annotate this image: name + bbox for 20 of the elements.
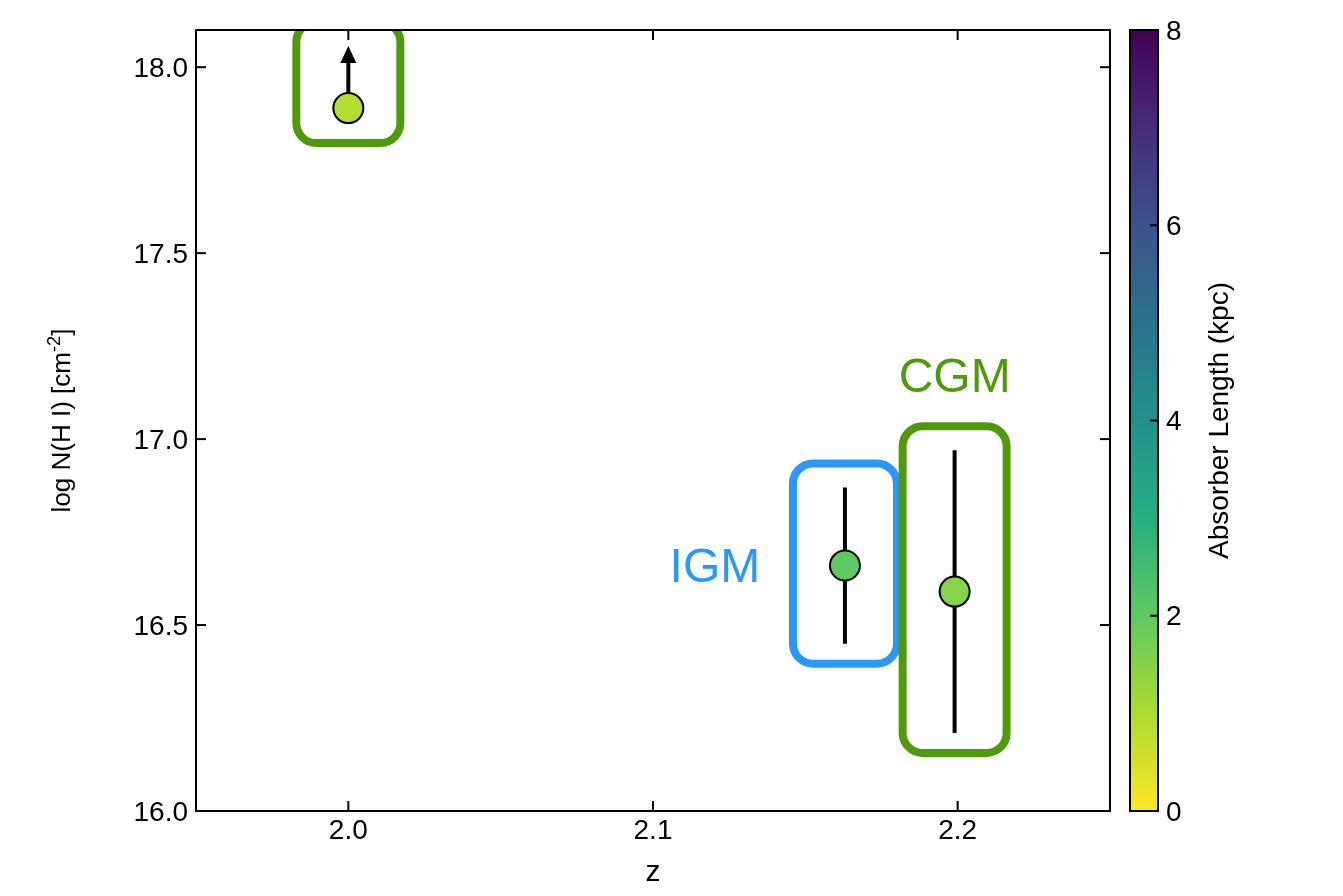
x-tick-label: 2.0 <box>328 813 368 845</box>
point <box>938 575 971 608</box>
x-axis-title: z <box>645 854 661 887</box>
color-bar-title: Absorber Length (kpc) <box>1203 281 1234 560</box>
y-tick-label: 17.5 <box>133 238 188 270</box>
color-bar-label: 4 <box>1166 405 1182 436</box>
color-bar-label: 6 <box>1166 209 1182 241</box>
y-tick-label: 17.0 <box>133 424 188 456</box>
color-bar-label: 2 <box>1166 600 1182 632</box>
annotation: CGM <box>898 348 1011 402</box>
y-tick-label: 18.0 <box>133 52 188 84</box>
x-tick-label: 2.2 <box>938 813 978 845</box>
color-bar-label: 8 <box>1166 14 1182 46</box>
point <box>332 92 365 125</box>
y-tick-label: 16.0 <box>133 795 188 827</box>
point <box>828 549 861 582</box>
x-tick-label: 2.1 <box>633 813 673 845</box>
annotation: IGM <box>669 539 761 593</box>
y-tick-label: 16.5 <box>133 609 188 641</box>
color-bar-label: 0 <box>1166 795 1182 827</box>
